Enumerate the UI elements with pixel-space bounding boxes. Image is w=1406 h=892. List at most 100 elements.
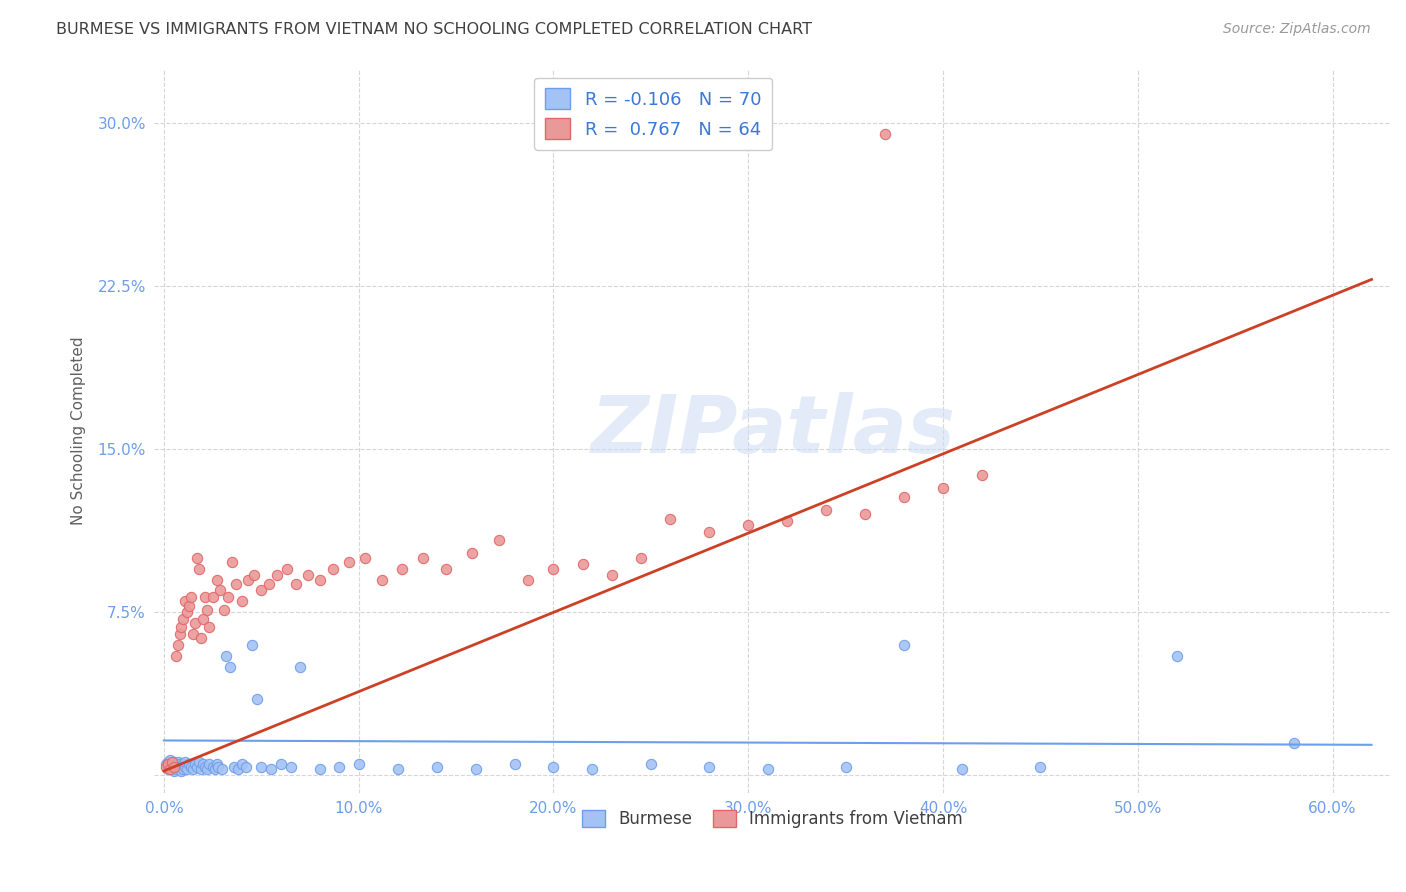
- Point: [231, 594, 253, 608]
- Point: [756, 762, 779, 776]
- Point: [174, 594, 197, 608]
- Point: [464, 762, 486, 776]
- Point: [166, 638, 188, 652]
- Point: [214, 603, 236, 617]
- Point: [347, 757, 370, 772]
- Point: [517, 573, 540, 587]
- Text: Source: ZipAtlas.com: Source: ZipAtlas.com: [1223, 22, 1371, 37]
- Point: [166, 755, 188, 769]
- Point: [460, 546, 482, 560]
- Point: [815, 503, 838, 517]
- Point: [328, 759, 350, 773]
- Point: [211, 762, 233, 776]
- Point: [156, 762, 179, 776]
- Point: [225, 577, 247, 591]
- Point: [412, 550, 434, 565]
- Y-axis label: No Schooling Completed: No Schooling Completed: [72, 336, 86, 524]
- Point: [221, 555, 243, 569]
- Point: [159, 759, 181, 773]
- Point: [169, 627, 191, 641]
- Point: [297, 568, 319, 582]
- Point: [160, 757, 183, 772]
- Point: [156, 755, 179, 769]
- Point: [257, 577, 280, 591]
- Point: [204, 762, 226, 776]
- Point: [160, 762, 183, 776]
- Point: [280, 759, 302, 773]
- Point: [197, 757, 219, 772]
- Point: [180, 759, 202, 773]
- Point: [186, 550, 208, 565]
- Point: [176, 762, 198, 776]
- Legend: Burmese, Immigrants from Vietnam: Burmese, Immigrants from Vietnam: [575, 804, 970, 835]
- Point: [932, 481, 955, 495]
- Text: BURMESE VS IMMIGRANTS FROM VIETNAM NO SCHOOLING COMPLETED CORRELATION CHART: BURMESE VS IMMIGRANTS FROM VIETNAM NO SC…: [56, 22, 813, 37]
- Point: [209, 583, 232, 598]
- Point: [169, 757, 191, 772]
- Point: [250, 583, 273, 598]
- Point: [186, 759, 208, 773]
- Point: [391, 562, 413, 576]
- Point: [170, 620, 193, 634]
- Point: [571, 558, 593, 572]
- Point: [581, 762, 603, 776]
- Point: [322, 562, 344, 576]
- Point: [543, 759, 565, 773]
- Point: [640, 757, 662, 772]
- Point: [172, 757, 194, 772]
- Point: [290, 659, 312, 673]
- Point: [1282, 736, 1305, 750]
- Point: [190, 762, 212, 776]
- Point: [226, 762, 249, 776]
- Point: [434, 562, 457, 576]
- Point: [197, 620, 219, 634]
- Point: [188, 755, 211, 769]
- Point: [179, 757, 201, 772]
- Point: [207, 759, 229, 773]
- Point: [165, 648, 187, 663]
- Point: [169, 762, 191, 776]
- Point: [155, 759, 177, 773]
- Point: [188, 562, 211, 576]
- Point: [873, 127, 896, 141]
- Point: [970, 468, 993, 483]
- Point: [215, 648, 238, 663]
- Point: [217, 590, 239, 604]
- Point: [488, 533, 510, 548]
- Point: [276, 562, 298, 576]
- Point: [834, 759, 856, 773]
- Point: [659, 511, 682, 525]
- Point: [308, 762, 330, 776]
- Point: [166, 759, 188, 773]
- Point: [250, 759, 273, 773]
- Point: [163, 755, 186, 769]
- Point: [170, 764, 193, 778]
- Point: [1029, 759, 1052, 773]
- Point: [543, 562, 565, 576]
- Point: [184, 757, 207, 772]
- Point: [194, 759, 217, 773]
- Point: [503, 757, 526, 772]
- Point: [893, 490, 915, 504]
- Point: [697, 524, 720, 539]
- Point: [240, 638, 263, 652]
- Point: [179, 599, 201, 613]
- Point: [205, 757, 228, 772]
- Point: [952, 762, 974, 776]
- Point: [893, 638, 915, 652]
- Point: [337, 555, 360, 569]
- Point: [165, 757, 187, 772]
- Point: [159, 762, 181, 776]
- Point: [160, 755, 183, 769]
- Point: [219, 659, 242, 673]
- Point: [600, 568, 623, 582]
- Point: [201, 759, 224, 773]
- Point: [270, 757, 292, 772]
- Point: [776, 514, 799, 528]
- Point: [170, 759, 193, 773]
- Point: [235, 759, 257, 773]
- Point: [737, 518, 759, 533]
- Point: [174, 759, 197, 773]
- Point: [1166, 648, 1188, 663]
- Point: [176, 605, 198, 619]
